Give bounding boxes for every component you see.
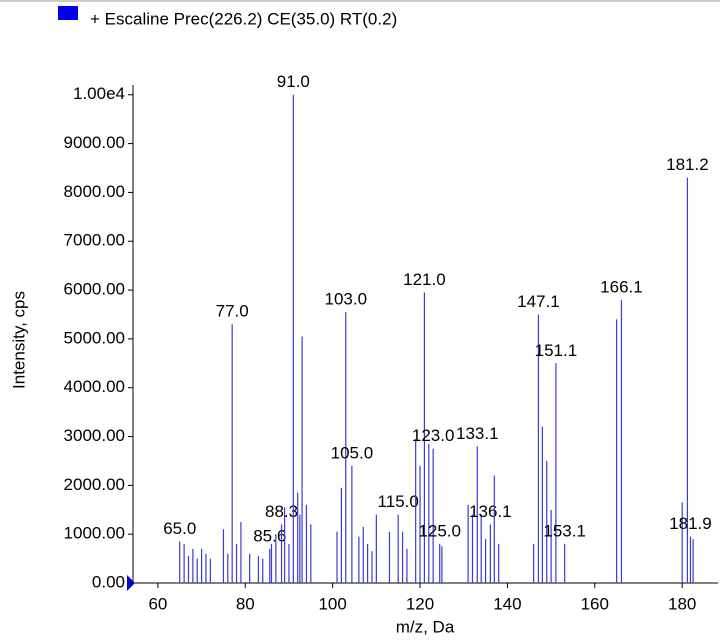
x-axis-title: m/z, Da [396,617,455,636]
y-tick-label: 7000.00 [64,231,125,250]
peak-label: 133.1 [456,424,499,443]
peak-label: 65.0 [163,519,196,538]
x-tick-label: 120 [406,594,434,613]
y-tick-label: 1.00e4 [73,84,125,103]
x-tick-label: 140 [493,594,521,613]
y-tick-label: 6000.00 [64,280,125,299]
peak-label: 136.1 [469,502,512,521]
y-tick-label: 8000.00 [64,182,125,201]
legend-label: + Escaline Prec(226.2) CE(35.0) RT(0.2) [90,9,397,28]
peak-label: 151.1 [535,341,578,360]
peak-label: 91.0 [277,72,310,91]
peak-label: 181.9 [669,514,712,533]
y-tick-label: 0.00 [92,572,125,591]
x-tick-label: 180 [668,594,696,613]
x-tick-label: 80 [236,594,255,613]
legend-swatch [58,6,78,20]
peak-label: 123.0 [412,426,455,445]
peak-label: 77.0 [216,302,249,321]
x-tick-label: 160 [581,594,609,613]
peak-label: 103.0 [324,290,367,309]
y-tick-label: 4000.00 [64,377,125,396]
peak-label: 88.3 [265,502,298,521]
peak-label: 166.1 [600,277,643,296]
peak-label: 115.0 [378,492,419,511]
peak-label: 181.2 [666,155,709,174]
peak-label: 105.0 [331,443,374,462]
y-tick-label: 9000.00 [64,133,125,152]
peak-label: 121.0 [403,270,446,289]
peak-label: 147.1 [517,292,560,311]
y-tick-label: 2000.00 [64,475,125,494]
peak-label: 85.6 [253,526,286,545]
x-tick-label: 60 [148,594,167,613]
peak-label: 125.0 [418,521,461,540]
y-tick-label: 1000.00 [64,524,125,543]
x-tick-label: 100 [318,594,346,613]
y-tick-label: 3000.00 [64,426,125,445]
peak-label: 153.1 [543,521,586,540]
y-axis-title: Intensity, cps [9,291,28,389]
y-tick-label: 5000.00 [64,328,125,347]
